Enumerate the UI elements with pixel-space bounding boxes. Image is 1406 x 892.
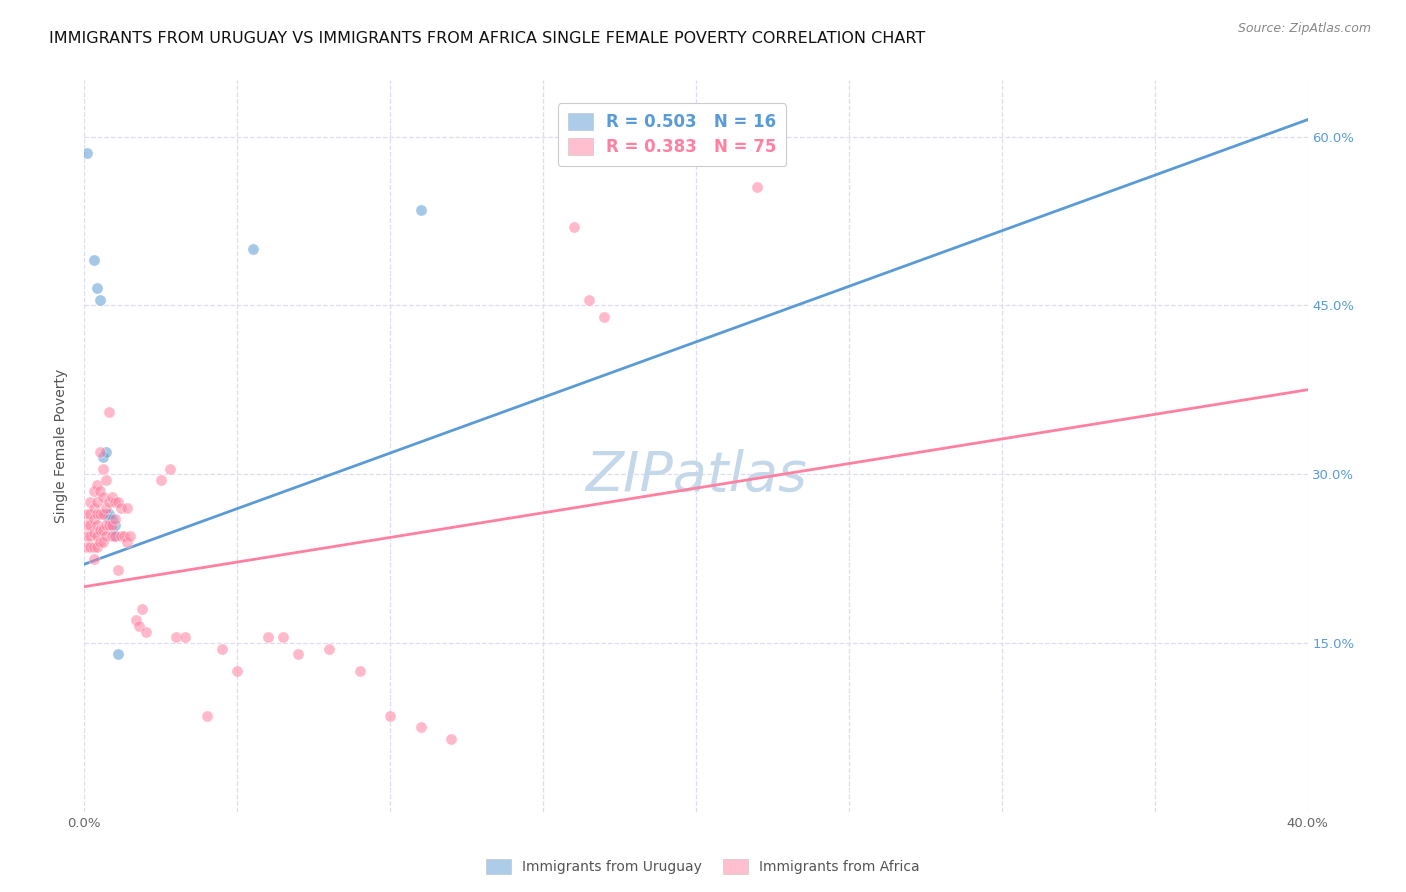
Point bbox=[562, 219, 585, 234]
Point bbox=[242, 242, 264, 256]
Point bbox=[76, 517, 98, 532]
Point bbox=[94, 444, 117, 458]
Point bbox=[257, 630, 280, 644]
Point bbox=[135, 624, 157, 639]
Point bbox=[89, 524, 111, 538]
Point bbox=[97, 512, 120, 526]
Point bbox=[115, 534, 138, 549]
Point bbox=[104, 529, 127, 543]
Legend: Immigrants from Uruguay, Immigrants from Africa: Immigrants from Uruguay, Immigrants from… bbox=[481, 854, 925, 880]
Point bbox=[159, 461, 181, 475]
Point bbox=[409, 720, 432, 734]
Point bbox=[174, 630, 197, 644]
Point bbox=[104, 512, 127, 526]
Point bbox=[94, 529, 117, 543]
Point bbox=[86, 507, 108, 521]
Point bbox=[91, 524, 114, 538]
Point bbox=[91, 450, 114, 465]
Point bbox=[107, 495, 129, 509]
Point bbox=[83, 500, 105, 515]
Point bbox=[86, 495, 108, 509]
Point bbox=[131, 602, 153, 616]
Point bbox=[318, 641, 340, 656]
Point bbox=[128, 619, 150, 633]
Point bbox=[79, 495, 101, 509]
Point bbox=[380, 709, 402, 723]
Point bbox=[747, 180, 769, 194]
Point bbox=[120, 529, 142, 543]
Point bbox=[94, 517, 117, 532]
Point bbox=[112, 529, 135, 543]
Point bbox=[104, 495, 127, 509]
Point bbox=[287, 647, 309, 661]
Point bbox=[89, 293, 111, 307]
Point bbox=[86, 529, 108, 543]
Point bbox=[104, 517, 127, 532]
Point bbox=[91, 534, 114, 549]
Point bbox=[271, 630, 294, 644]
Text: Source: ZipAtlas.com: Source: ZipAtlas.com bbox=[1237, 22, 1371, 36]
Point bbox=[101, 517, 124, 532]
Point bbox=[211, 641, 233, 656]
Point bbox=[89, 444, 111, 458]
Point bbox=[226, 664, 249, 678]
Point bbox=[101, 490, 124, 504]
Point bbox=[91, 507, 114, 521]
Point bbox=[101, 524, 124, 538]
Point bbox=[101, 512, 124, 526]
Point bbox=[83, 541, 105, 555]
Point bbox=[440, 731, 463, 746]
Point bbox=[97, 495, 120, 509]
Point bbox=[115, 500, 138, 515]
Point bbox=[89, 507, 111, 521]
Point bbox=[83, 483, 105, 498]
Point bbox=[86, 281, 108, 295]
Point bbox=[83, 525, 105, 540]
Legend: R = 0.503   N = 16, R = 0.383   N = 75: R = 0.503 N = 16, R = 0.383 N = 75 bbox=[558, 103, 786, 166]
Point bbox=[89, 534, 111, 549]
Point bbox=[79, 507, 101, 521]
Point bbox=[593, 310, 616, 324]
Point bbox=[349, 664, 371, 678]
Point bbox=[94, 473, 117, 487]
Point bbox=[165, 630, 187, 644]
Text: ZIPatlas: ZIPatlas bbox=[585, 449, 807, 502]
Point bbox=[107, 647, 129, 661]
Point bbox=[125, 614, 148, 628]
Point bbox=[89, 483, 111, 498]
Point bbox=[86, 517, 108, 532]
Point bbox=[79, 529, 101, 543]
Point bbox=[104, 529, 127, 543]
Point bbox=[79, 517, 101, 532]
Point bbox=[91, 461, 114, 475]
Point bbox=[76, 146, 98, 161]
Point bbox=[83, 512, 105, 526]
Point bbox=[83, 551, 105, 566]
Point bbox=[94, 500, 117, 515]
Point bbox=[83, 253, 105, 268]
Point bbox=[94, 507, 117, 521]
Text: IMMIGRANTS FROM URUGUAY VS IMMIGRANTS FROM AFRICA SINGLE FEMALE POVERTY CORRELAT: IMMIGRANTS FROM URUGUAY VS IMMIGRANTS FR… bbox=[49, 31, 925, 46]
Point bbox=[76, 507, 98, 521]
Point bbox=[97, 517, 120, 532]
Point bbox=[76, 541, 98, 555]
Point bbox=[79, 541, 101, 555]
Point bbox=[91, 490, 114, 504]
Y-axis label: Single Female Poverty: Single Female Poverty bbox=[55, 369, 69, 523]
Point bbox=[149, 473, 172, 487]
Point bbox=[101, 529, 124, 543]
Point bbox=[409, 202, 432, 217]
Point bbox=[97, 405, 120, 419]
Point bbox=[107, 563, 129, 577]
Point bbox=[578, 293, 600, 307]
Point bbox=[86, 541, 108, 555]
Point bbox=[110, 529, 132, 543]
Point bbox=[195, 709, 218, 723]
Point bbox=[86, 478, 108, 492]
Point bbox=[76, 529, 98, 543]
Point bbox=[110, 500, 132, 515]
Point bbox=[97, 507, 120, 521]
